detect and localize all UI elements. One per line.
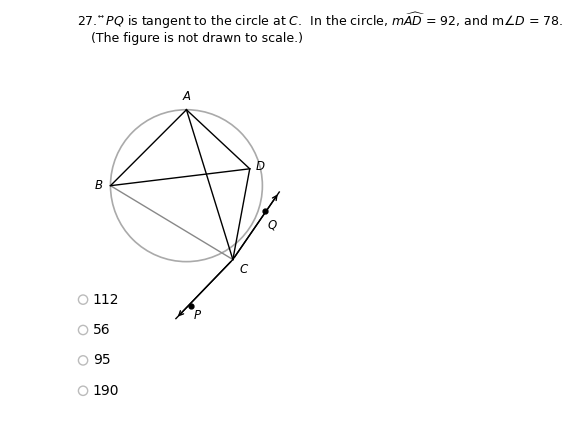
Text: 95: 95 — [93, 353, 111, 368]
Text: (The figure is not drawn to scale.): (The figure is not drawn to scale.) — [91, 32, 303, 45]
Text: C: C — [239, 262, 247, 276]
Text: B: B — [95, 179, 103, 192]
Text: A: A — [183, 90, 191, 103]
Text: 190: 190 — [93, 384, 119, 398]
Text: 56: 56 — [93, 323, 111, 337]
Text: P: P — [194, 309, 201, 322]
Text: 112: 112 — [93, 292, 119, 307]
Text: 27. $\overleftrightarrow{PQ}$ is tangent to the circle at $C$.  In the circle, $: 27. $\overleftrightarrow{PQ}$ is tangent… — [77, 11, 567, 31]
Text: D: D — [256, 160, 265, 173]
Text: Q: Q — [268, 219, 277, 232]
